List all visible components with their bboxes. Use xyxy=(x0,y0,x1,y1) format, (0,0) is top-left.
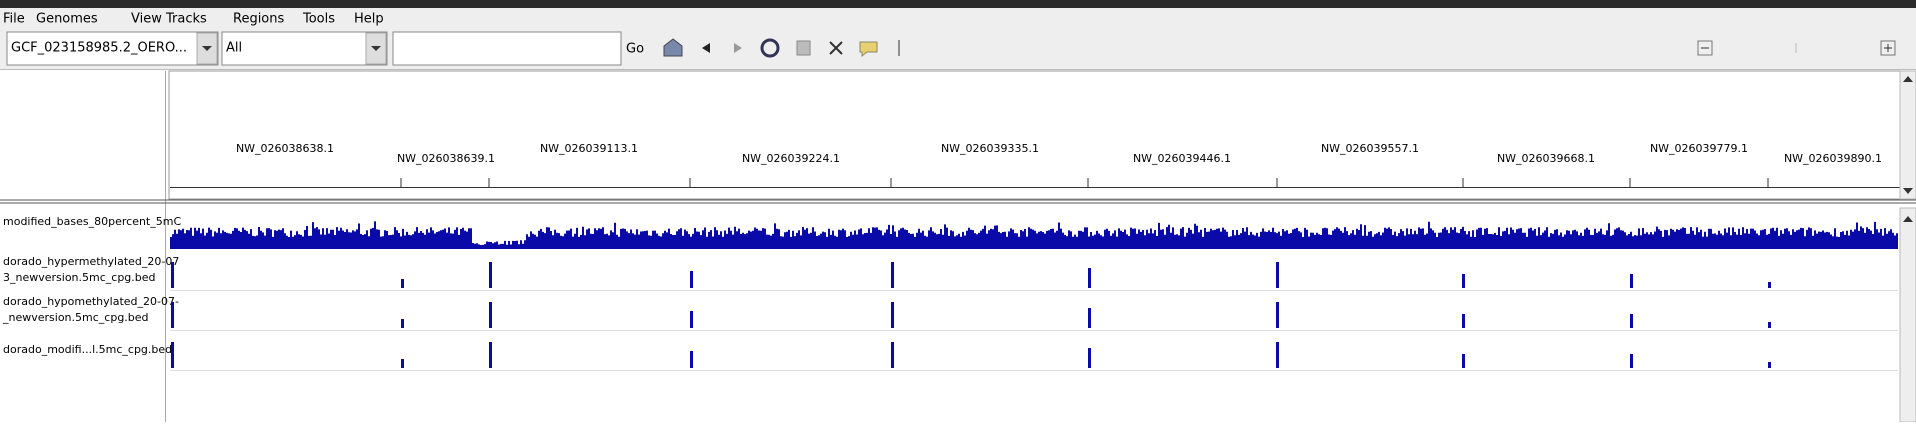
feature xyxy=(1768,322,1771,328)
ruler-label: NW_026039890.1 xyxy=(1784,152,1882,165)
toolbar-icons xyxy=(663,38,1896,58)
ruler-label: NW_026038639.1 xyxy=(397,152,495,165)
menu-item[interactable]: Tools xyxy=(302,12,335,27)
feature xyxy=(891,302,894,328)
feature xyxy=(1276,262,1279,288)
back-icon[interactable] xyxy=(702,43,710,53)
ruler-panel xyxy=(168,70,1901,200)
refresh-icon[interactable] xyxy=(760,38,780,58)
ruler-label: NW_026038638.1 xyxy=(236,142,334,155)
ruler-label: NW_026039557.1 xyxy=(1321,142,1419,155)
locus-box[interactable] xyxy=(392,31,622,66)
ruler-label: NW_026039113.1 xyxy=(540,142,638,155)
scrollbar[interactable] xyxy=(1899,70,1916,200)
forward-icon[interactable] xyxy=(734,43,742,53)
feature xyxy=(690,351,693,368)
feature xyxy=(1768,362,1771,368)
feature xyxy=(171,262,174,288)
feature xyxy=(690,271,693,288)
ruler-label: NW_026039668.1 xyxy=(1497,152,1595,165)
title-strip xyxy=(0,0,1916,8)
popup-icon[interactable] xyxy=(859,41,878,58)
track-name: _newversion.5mc_cpg.bed xyxy=(2,311,149,324)
chromosome-dropdown[interactable] xyxy=(221,31,388,66)
feature xyxy=(1630,274,1633,288)
coverage-bars xyxy=(170,221,1898,249)
coverage-histogram xyxy=(170,221,1898,249)
track-name: dorado_hypomethylated_20-07- xyxy=(3,295,179,308)
track-name: 3_newversion.5mc_cpg.bed xyxy=(3,271,156,284)
feature xyxy=(489,302,492,328)
feature xyxy=(401,359,404,368)
ruler-label: NW_026039779.1 xyxy=(1650,142,1748,155)
resize-icon[interactable] xyxy=(829,41,843,55)
feature xyxy=(1088,348,1091,368)
genome-name: GCF_023158985.2_OERO... xyxy=(11,41,187,56)
home-icon[interactable] xyxy=(663,38,683,57)
ruler-label: NW_026039446.1 xyxy=(1133,152,1231,165)
feature xyxy=(891,262,894,288)
feature xyxy=(891,342,894,368)
roi-icon[interactable] xyxy=(796,40,811,56)
feature xyxy=(1630,314,1633,328)
menu-bar xyxy=(0,8,1916,30)
track-name: dorado_modifi...l.5mc_cpg.bed xyxy=(3,343,172,356)
feature xyxy=(690,311,693,328)
menu-item[interactable]: Regions xyxy=(233,12,285,27)
track-name: dorado_hypermethylated_20-07 xyxy=(3,255,179,268)
feature xyxy=(171,302,174,328)
feature xyxy=(171,342,174,368)
chromosome-name: All xyxy=(226,41,242,56)
feature xyxy=(401,279,404,288)
feature xyxy=(401,319,404,328)
feature xyxy=(1276,302,1279,328)
feature xyxy=(1462,354,1465,368)
scrollbar[interactable] xyxy=(1899,207,1916,423)
feature xyxy=(1630,354,1633,368)
feature xyxy=(489,262,492,288)
feature xyxy=(1088,308,1091,328)
menu-item[interactable]: Genomes xyxy=(36,12,98,27)
track-name: modified_bases_80percent_5mC xyxy=(3,215,181,228)
menu-item[interactable]: Help xyxy=(354,12,384,27)
menu-item[interactable]: Tracks xyxy=(165,12,207,27)
feature xyxy=(1462,274,1465,288)
feature xyxy=(1276,342,1279,368)
go-button[interactable]: Go xyxy=(626,42,644,57)
feature xyxy=(1768,282,1771,288)
menu-item[interactable]: File xyxy=(3,12,25,27)
ruler-label: NW_026039335.1 xyxy=(941,142,1039,155)
feature xyxy=(1088,268,1091,288)
feature xyxy=(1462,314,1465,328)
ruler-label: NW_026039224.1 xyxy=(742,152,840,165)
menu-item[interactable]: View xyxy=(131,12,162,27)
genome-dropdown[interactable] xyxy=(6,31,219,66)
feature xyxy=(489,342,492,368)
